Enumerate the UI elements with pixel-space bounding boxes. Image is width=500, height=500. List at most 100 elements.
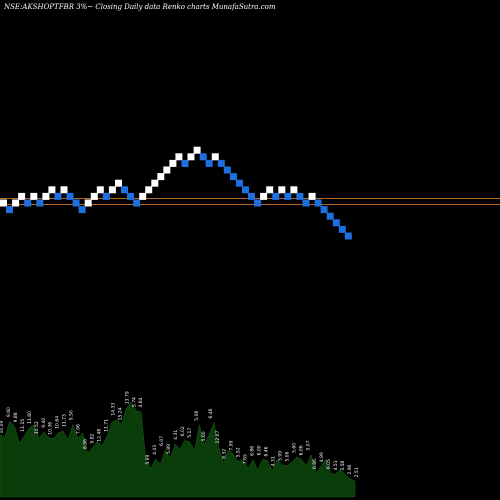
renko-brick-up <box>108 186 116 194</box>
volume-label: 7.65 <box>243 454 249 464</box>
volume-label: 11.60 <box>27 411 33 424</box>
volume-label: 4.51 <box>333 460 339 470</box>
volume-label: 10.36 <box>48 422 54 435</box>
renko-brick-down <box>66 192 74 200</box>
volume-label: 11.15 <box>20 419 26 432</box>
volume-label: 4.43 <box>152 445 158 455</box>
volume-label: 12.48 <box>97 429 103 442</box>
volume-label: 12.07 <box>215 430 221 443</box>
volume-label: 2.96 <box>347 464 353 474</box>
renko-brick-down <box>272 192 280 200</box>
volume-label: 11.73 <box>62 414 68 427</box>
renko-brick-down <box>302 199 310 207</box>
renko-brick-up <box>12 199 20 207</box>
volume-label: 4.31 <box>173 430 179 440</box>
volume-label: 5.17 <box>187 428 193 438</box>
renko-brick-up <box>151 179 159 187</box>
renko-brick-up <box>96 186 104 194</box>
renko-brick-down <box>78 206 86 214</box>
volume-area <box>0 402 356 498</box>
volume-label: 5.99 <box>277 451 283 461</box>
renko-brick-down <box>217 159 225 167</box>
volume-label: 5.89 <box>166 444 172 454</box>
volume-label: 8.32 <box>222 449 228 459</box>
renko-brick-down <box>127 192 134 200</box>
renko-brick-up <box>211 153 219 161</box>
volume-label: 6.46 <box>208 408 214 418</box>
volume-label: 9.50 <box>69 410 75 420</box>
volume-label: 6.86 <box>250 446 256 456</box>
renko-brick-up <box>18 192 26 200</box>
renko-brick-down <box>54 192 62 200</box>
renko-brick-down <box>121 186 128 194</box>
renko-brick-up <box>145 186 153 194</box>
renko-brick-down <box>181 159 189 167</box>
renko-brick-up <box>187 153 195 161</box>
renko-brick-down <box>344 232 352 240</box>
renko-brick-up <box>42 192 50 200</box>
volume-label: 4.99 <box>319 452 325 462</box>
renko-brick-up <box>169 159 177 167</box>
volume-label: 7.96 <box>76 424 82 434</box>
renko-brick-down <box>223 166 231 174</box>
renko-brick-up <box>139 192 147 200</box>
renko-brick-up <box>278 186 286 194</box>
volume-label: 3.58 <box>340 461 346 471</box>
volume-label: 8.96 <box>83 439 89 449</box>
renko-brick-down <box>102 192 110 200</box>
volume-label: 6.00 <box>257 445 263 455</box>
renko-brick-down <box>205 159 213 167</box>
renko-brick-up <box>163 166 171 174</box>
renko-brick-down <box>199 153 207 161</box>
renko-brick-down <box>296 192 304 200</box>
volume-label: 5.06 <box>194 411 200 421</box>
renko-brick-up <box>30 192 38 200</box>
volume-label: 9.40 <box>41 418 47 428</box>
volume-label: 9.88 <box>13 412 19 422</box>
renko-brick-down <box>229 173 237 181</box>
volume-label: 5.74 <box>131 397 137 407</box>
volume-label: 7.99 <box>229 440 235 450</box>
volume-label: 4.64 <box>138 397 144 407</box>
volume-label: 5.99 <box>145 454 151 464</box>
renko-brick-down <box>284 192 292 200</box>
volume-label: 6.07 <box>159 436 165 446</box>
renko-brick-down <box>133 199 141 207</box>
volume-label: 10.52 <box>34 421 40 434</box>
volume-label: 10.64 <box>55 416 61 429</box>
renko-brick-up <box>48 186 56 194</box>
volume-label: 5.07 <box>305 440 311 450</box>
volume-label: 6.46 <box>264 446 270 456</box>
renko-brick-down <box>338 225 346 233</box>
renko-brick-down <box>326 212 334 220</box>
renko-brick-down <box>235 179 243 187</box>
renko-brick-down <box>242 186 249 194</box>
renko-brick-up <box>175 153 183 161</box>
renko-brick-up <box>290 186 298 194</box>
chart-title: NSE:AKSHOPTFBR 3%~ Closing Daily data Re… <box>4 3 276 11</box>
renko-brick-down <box>254 199 262 207</box>
volume-label: 6.06 <box>298 445 304 455</box>
renko-brick-up <box>266 186 274 194</box>
volume-label: 15.24 <box>117 407 123 420</box>
volume-label: 13.79 <box>124 391 130 404</box>
renko-brick-up <box>90 192 98 200</box>
volume-label: 6.05 <box>326 459 332 469</box>
volume-label: 14.33 <box>110 403 116 416</box>
renko-brick-up <box>115 179 122 187</box>
volume-label: 5.52 <box>236 447 242 457</box>
renko-brick-up <box>308 192 316 200</box>
renko-brick-down <box>24 199 32 207</box>
volume-label: 6.02 <box>180 426 186 436</box>
renko-bricks <box>0 146 352 240</box>
volume-label: 5.60 <box>291 443 297 453</box>
renko-brick-down <box>72 199 80 207</box>
volume-label: 4.31 <box>271 456 277 466</box>
volume-label: 5.60 <box>201 431 207 441</box>
volume-label: 9.60 <box>6 407 12 417</box>
renko-brick-up <box>84 199 92 207</box>
volume-label: 9.82 <box>90 433 96 443</box>
